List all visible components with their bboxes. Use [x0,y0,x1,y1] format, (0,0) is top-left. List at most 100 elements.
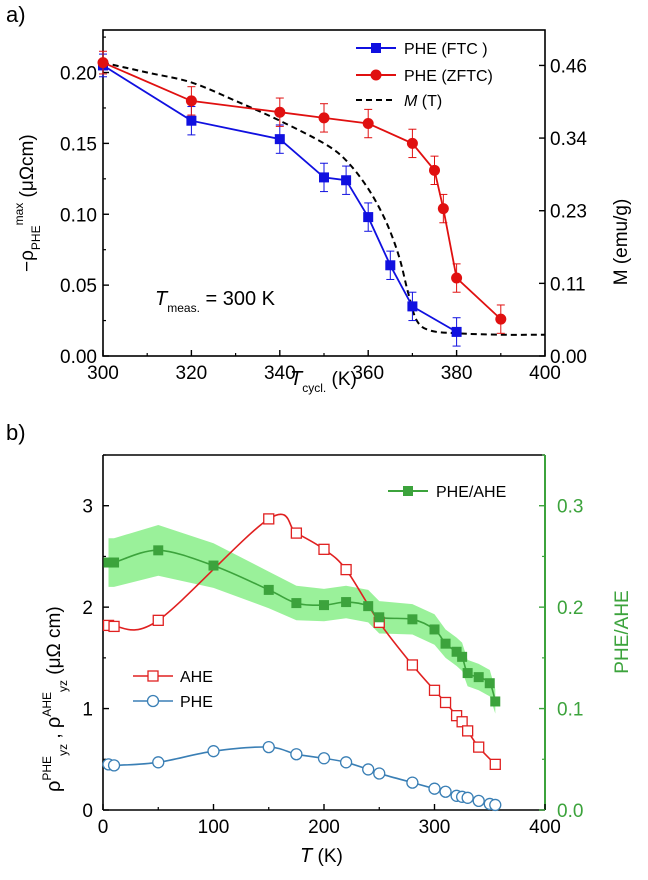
panel-a-point-ftc [385,260,396,271]
panel-b-point-phe [317,752,331,765]
panel-b-y2tick-label: 0.2 [557,598,583,619]
panel-b-point-ratio [407,614,418,625]
panel-a-xtick-label: 300 [87,363,119,384]
panel-b-legend-marker [146,694,160,708]
panel-b-point-phe [439,785,452,798]
panel-b-point-ahe [473,741,485,753]
panel-b-point-ahe [461,725,474,737]
panel-a-point-ftc [451,326,462,337]
panel-b-point-ahe [263,513,275,525]
panel-b-legend-label: PHE [180,694,213,711]
panel-b-point-phe [152,756,165,769]
panel-a-ytick-label: 0.10 [60,205,97,226]
panel-a-legend-label: M (T) [404,93,442,110]
panel-a-xlabel: Tcycl. (K) [290,368,357,395]
panel-b-point-ratio [473,672,484,683]
panel-b-xtick-label: 400 [529,817,561,838]
panel-b-point-phe [262,740,275,754]
panel-b-point-ratio [208,560,219,571]
panel-b-point-phe [290,748,303,761]
panel-b-point-ratio [263,584,274,595]
panel-a-point-zftc [437,203,449,215]
panel-b-ytick-label: 0 [82,801,93,822]
panel-b-point-ratio [484,678,495,689]
panel-a-legend-label: PHE (FTC ) [404,41,488,58]
panel-b-point-ratio [153,545,164,556]
panel-a-legend-marker [370,69,382,81]
panel-b-point-phe [373,767,386,780]
panel-a-point-ftc [341,175,352,186]
panel-b-legend-label: PHE/AHE [436,484,506,501]
panel-b-point-ratio [462,668,473,679]
panel-b-xtick-label: 300 [419,817,451,838]
panel-a-point-ftc [274,134,285,145]
panel-a-label: a) [6,2,26,27]
panel-b-point-ahe [428,684,441,696]
panel-a-point-ftc [407,301,418,312]
panel-b-point-ahe [318,543,330,555]
panel-b-ytick-label: 1 [82,700,93,721]
panel-b-ytick-label: 2 [82,598,93,619]
panel-a-y2tick-label: 0.11 [550,274,586,295]
panel-b-point-ahe [439,696,452,709]
panel-b-xlabel: T (K) [300,845,343,867]
panel-a-legend-label: PHE (ZFTC) [404,68,493,85]
panel-b-point-ratio [451,646,462,657]
panel-a-ytick-label: 0.20 [60,64,97,85]
panel-a-y2tick-label: 0.00 [550,347,587,368]
panel-a-point-zftc [185,95,197,107]
panel-a-annotation: Tmeas. = 300 K [155,288,276,315]
panel-b-point-ratio [319,600,329,611]
panel-b-y2label: PHE/AHE [612,590,633,673]
panel-a-y2label: M (emu/g) [611,199,632,286]
panel-a-point-zftc [429,164,440,176]
panel-b-point-phe [428,782,441,795]
panel-b-point-phe [406,776,419,789]
panel-a-ylabel: −ρPHEmax (μΩcm) [12,134,43,272]
panel-b-point-phe [339,756,353,769]
panel-b-legend-marker [147,670,159,682]
panel-b-ylabel: ρPHEyz , ρAHEyz (μΩ cm) [40,606,70,792]
panel-b-label: b) [6,420,26,445]
panel-b-point-ratio [440,638,451,649]
panel-a-xtick-label: 340 [264,363,296,384]
panel-a-y2tick-label: 0.34 [550,129,587,150]
panel-a-legend-marker [371,43,381,53]
panel-b-point-ratio [109,557,120,568]
panel-b-point-phe [207,745,220,758]
panel-b-point-phe [472,794,485,808]
panel-a-series-mt-line [102,61,546,336]
panel-a-point-zftc [362,118,374,130]
panel-a-y2tick-label: 0.46 [550,56,587,77]
panel-a-xtick-label: 320 [176,363,208,384]
panel-b-point-ahe [108,620,120,633]
panel-a-xtick-label: 400 [529,363,561,384]
panel-b-point-ratio [363,601,374,612]
panel-b-xtick-label: 100 [198,817,230,838]
panel-a-ytick-label: 0.00 [60,347,97,368]
panel-a-xtick-label: 360 [352,363,384,384]
panel-b-point-ahe [340,563,352,576]
panel-a-point-zftc [495,313,507,325]
panel-b-ratio-band [108,525,496,714]
panel-a-point-zftc [451,272,463,284]
panel-a-series-line [102,61,502,320]
panel-b-xtick-label: 200 [308,817,340,838]
panel-b-point-ratio [291,598,302,609]
panel-a-point-ftc [186,115,197,126]
panel-b-y2tick-label: 0.0 [557,801,583,822]
panel-a-point-zftc [274,106,286,118]
panel-a-xtick-label: 380 [441,363,473,384]
panel-b-ytick-label: 3 [82,497,93,518]
panel-a-point-zftc [318,112,330,124]
panel-b-point-ratio [103,557,114,568]
panel-b-point-ratio [490,696,501,707]
panel-b-point-phe [107,759,121,772]
panel-b-point-phe [362,763,375,776]
panel-b-point-ratio [457,651,468,662]
panel-a-point-ftc [319,172,329,183]
panel-b-legend-marker [403,486,413,496]
panel-a-y2tick-label: 0.23 [550,202,587,223]
panel-a-ytick-label: 0.05 [60,276,97,297]
